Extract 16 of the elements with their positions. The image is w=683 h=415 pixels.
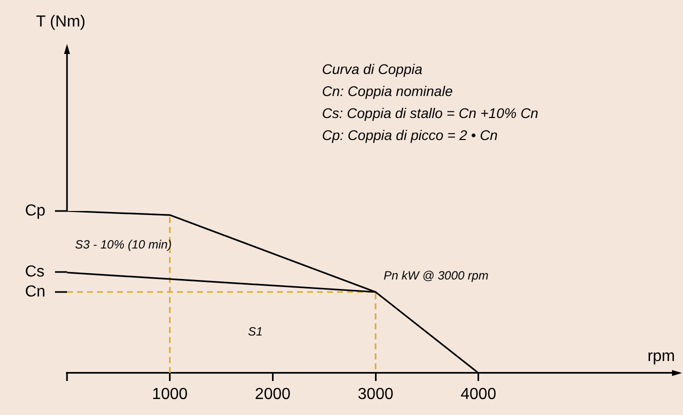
text: Cn: Coppia nominale: [322, 82, 453, 99]
text: Curva di Coppia: [322, 60, 423, 77]
text: Cs: [25, 263, 45, 280]
annotation: Pn kW @ 3000 rpm: [384, 268, 488, 282]
x-tick-label: 4000: [460, 386, 496, 404]
text: Cp: Coppia di picco = 2 • Cn: [322, 126, 498, 143]
x-tick-label: 1000: [152, 386, 188, 404]
x-tick-label: 2000: [254, 386, 291, 404]
x-tick-label: 3000: [358, 386, 394, 404]
text: T (Nm): [36, 13, 86, 30]
annotation: S3 - 10% (10 min): [75, 237, 172, 252]
text: Cs: Coppia di stallo = Cn +10% Cn: [322, 104, 539, 121]
text: Cp: [25, 202, 46, 220]
text: Cn: [25, 283, 46, 300]
annotation: S1: [248, 324, 263, 338]
x-axis-title: rpm: [647, 348, 675, 365]
